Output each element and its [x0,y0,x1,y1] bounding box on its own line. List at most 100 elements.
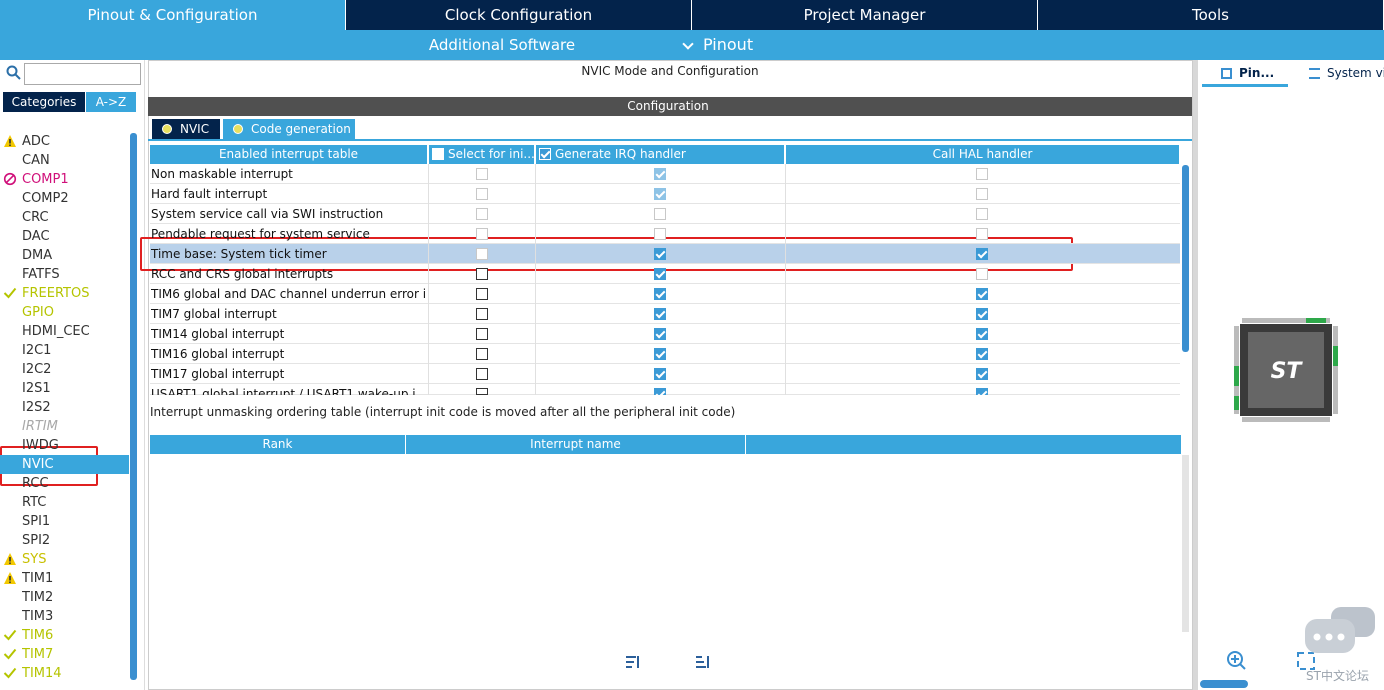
cell-divider [428,184,429,204]
checkbox[interactable] [976,308,988,320]
right-tab[interactable]: Pin... [1239,66,1275,80]
search-icon [6,65,21,80]
checkbox[interactable] [476,348,488,360]
interrupt-name: TIM16 global interrupt [151,347,285,361]
cell-divider [785,184,786,204]
chat-bubble [1305,607,1375,653]
sidebar-item[interactable]: SPI1 [22,514,51,529]
sidebar-item[interactable]: DMA [22,248,53,263]
sidebar-item[interactable]: TIM7 [22,647,54,662]
sidebar-scrollbar [130,133,137,680]
sidebar-tab[interactable]: A->Z [86,92,136,112]
checkbox[interactable] [476,288,488,300]
sort-buttons[interactable] [624,654,724,670]
cell-divider [535,204,536,224]
top-tab[interactable]: Clock Configuration [346,0,692,30]
interrupt-name: TIM6 global and DAC channel underrun err… [151,287,427,301]
sidebar-item[interactable]: GPIO [22,305,54,320]
checkbox[interactable] [976,388,988,395]
sidebar-item[interactable]: NVIC [22,457,54,472]
sidebar-item[interactable]: COMP1 [22,172,69,187]
table-row [150,164,1180,184]
cell-divider [428,244,429,264]
checkbox[interactable] [654,388,666,395]
top-tab[interactable]: Project Manager [692,0,1038,30]
sidebar-item[interactable]: FREERTOS [22,286,90,301]
checkbox[interactable] [654,308,666,320]
top-tab[interactable]: Tools [1038,0,1384,30]
sidebar-item[interactable]: RTC [22,495,47,510]
sub-tab[interactable]: Additional Software [428,36,576,54]
status-icon [4,553,16,565]
checkbox[interactable] [476,368,488,380]
checkbox [476,228,488,240]
sidebar-item[interactable]: CRC [22,210,49,225]
sidebar-item[interactable]: IWDG [22,438,59,453]
checkbox[interactable] [654,348,666,360]
top-tab[interactable]: Pinout & Configuration [0,0,346,30]
checkbox[interactable] [654,328,666,340]
selected-item [0,455,129,474]
sidebar-item[interactable]: SPI2 [22,533,51,548]
checkbox[interactable] [654,368,666,380]
sidebar-item[interactable]: I2S1 [22,381,51,396]
sidebar-item[interactable]: ADC [22,134,50,149]
cell-divider [428,204,429,224]
sidebar-item[interactable]: SYS [22,552,47,567]
chip-view: ST [1234,318,1338,422]
tab-glyph [1309,68,1320,79]
right-tab[interactable]: System vi [1327,66,1384,80]
sidebar-item[interactable]: IRTIM [22,419,58,434]
checkbox [476,248,488,260]
interrupt-name: TIM14 global interrupt [151,327,285,341]
checkbox[interactable] [654,288,666,300]
checkbox[interactable] [476,308,488,320]
checkbox[interactable] [476,328,488,340]
sidebar-item[interactable]: FATFS [22,267,60,282]
config-tab[interactable]: Code generation [223,119,355,139]
header-checkbox[interactable] [432,148,444,160]
interrupt-name: USART1 global interrupt / USART1 wake-up… [151,387,427,395]
checkbox [976,268,988,280]
status-icon [3,629,17,641]
sidebar-item[interactable]: DAC [22,229,50,244]
sidebar-item[interactable]: TIM1 [22,571,54,586]
checkbox[interactable] [976,248,988,260]
table-row [150,344,1180,364]
cell-divider [785,204,786,224]
checkbox[interactable] [654,248,666,260]
sidebar-tab[interactable]: Categories [3,92,85,112]
order-header: Interrupt name [406,435,746,454]
cell-divider [535,224,536,244]
checkbox[interactable] [476,268,488,280]
sidebar-item[interactable]: HDMI_CEC [22,324,90,339]
checkbox[interactable] [476,388,488,395]
zoom-controls[interactable] [1226,650,1376,672]
cell-divider [428,224,429,244]
sidebar-item[interactable]: I2C1 [22,343,52,358]
sidebar-item[interactable]: TIM3 [22,609,54,624]
sidebar-item[interactable]: I2S2 [22,400,51,415]
tab-glyph [1221,68,1232,79]
header-checkbox[interactable] [539,148,551,160]
sidebar-item[interactable]: TIM6 [22,628,54,643]
cell-divider [428,284,429,304]
sidebar-item[interactable]: TIM14 [22,666,62,681]
checkbox[interactable] [976,368,988,380]
checkbox[interactable] [976,328,988,340]
table-scrollbar [1182,165,1189,352]
checkbox[interactable] [654,268,666,280]
sidebar-item[interactable]: TIM2 [22,590,54,605]
checkbox[interactable] [976,288,988,300]
sidebar-item[interactable]: I2C2 [22,362,52,377]
sidebar-item[interactable]: COMP2 [22,191,69,206]
interrupt-name: TIM17 global interrupt [151,367,285,381]
sidebar-item[interactable]: CAN [22,153,50,168]
sidebar-item[interactable]: RCC [22,476,49,491]
sub-tab[interactable]: Pinout [703,35,754,54]
checkbox[interactable] [976,348,988,360]
right-scrollbar [1200,680,1248,688]
cell-divider [535,264,536,284]
cell-divider [428,324,429,344]
